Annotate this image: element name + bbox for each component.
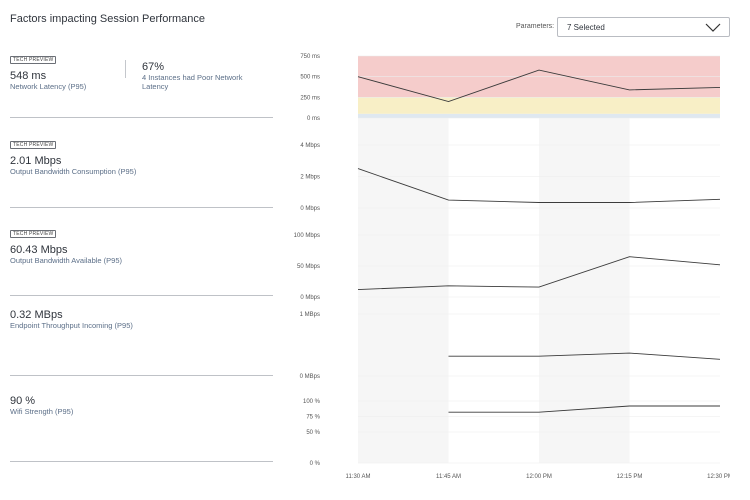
metric-wifi-strength: 90 % Wifi Strength (P95): [10, 391, 73, 416]
y-tick-label: 1 MBps: [300, 312, 320, 318]
metric-value: 548 ms: [10, 70, 47, 82]
y-tick-label: 75 %: [306, 415, 320, 421]
y-tick-label: 100 %: [303, 399, 321, 405]
metric-output-bandwidth-available: TECH PREVIEW 60.43 Mbps Output Bandwidth…: [10, 222, 122, 265]
divider: [125, 60, 126, 78]
y-tick-label: 0 ms: [307, 116, 320, 122]
y-tick-label: 250 ms: [300, 95, 320, 101]
y-tick-label: 0 Mbps: [300, 206, 320, 212]
metric-value: 67%: [142, 61, 165, 73]
metric-endpoint-throughput: 0.32 MBps Endpoint Throughput Incoming (…: [10, 305, 133, 330]
divider: [10, 295, 273, 296]
series-line-wifi: [448, 405, 720, 413]
session-performance-chart: 750 ms 500 ms 250 ms 0 ms 4 Mbps 2 Mbps 0 Mbps…: [294, 54, 730, 480]
x-tick-label: 12:15 PM: [617, 474, 643, 480]
y-tick-label: 2 Mbps: [300, 175, 320, 181]
metric-label: 4 Instances had Poor Network Latency: [142, 73, 243, 91]
divider: [10, 375, 273, 376]
parameters-label: Parameters:: [516, 23, 555, 30]
x-tick-label: 11:45 AM: [436, 474, 461, 480]
divider: [10, 117, 273, 118]
x-tick-label: 11:30 AM: [346, 474, 371, 480]
y-tick-label: 500 ms: [300, 75, 320, 81]
series-line-throughput: [448, 352, 721, 360]
y-tick-label: 0 Mbps: [300, 295, 320, 301]
metric-network-latency: TECH PREVIEW 548 ms Network Latency (P95…: [10, 48, 86, 91]
divider: [10, 461, 273, 462]
parameters-selected-value: 7 Selected: [567, 23, 605, 32]
metric-output-bandwidth-consumption: TECH PREVIEW 2.01 Mbps Output Bandwidth …: [10, 133, 136, 176]
time-column-shade: [539, 118, 630, 463]
y-tick-label: 0 MBps: [300, 374, 320, 380]
x-tick-label: 12:30 PM: [707, 474, 730, 480]
metric-label: Output Bandwidth Consumption (P95): [10, 167, 137, 176]
y-tick-label: 100 Mbps: [294, 233, 320, 239]
threshold-band: [358, 113, 720, 118]
y-tick-label: 4 Mbps: [300, 143, 320, 149]
y-tick-label: 50 Mbps: [297, 264, 320, 270]
page-title: Factors impacting Session Performance: [10, 13, 206, 25]
time-column-shade: [358, 118, 449, 463]
divider: [10, 207, 273, 208]
y-tick-label: 50 %: [306, 430, 320, 436]
metric-value: 60.43 Mbps: [10, 244, 68, 256]
metric-label: Network Latency (P95): [10, 82, 87, 91]
metric-label: Output Bandwidth Available (P95): [10, 256, 123, 265]
y-tick-label: 750 ms: [300, 54, 320, 60]
chevron-down-icon: [705, 23, 721, 32]
x-tick-label: 12:00 PM: [526, 474, 552, 480]
tech-preview-badge: TECH PREVIEW: [10, 56, 57, 64]
series-line-output-bandwidth: [357, 168, 721, 203]
metric-label: Wifi Strength (P95): [10, 407, 74, 416]
series-line-available-bandwidth: [357, 256, 721, 291]
parameters-dropdown[interactable]: 7 Selected: [557, 17, 730, 37]
metric-value: 90 %: [10, 395, 36, 407]
tech-preview-badge: TECH PREVIEW: [10, 141, 57, 149]
tech-preview-badge: TECH PREVIEW: [10, 230, 57, 238]
threshold-band: [358, 97, 720, 114]
metric-label: Endpoint Throughput Incoming (P95): [10, 321, 133, 330]
metric-value: 2.01 Mbps: [10, 155, 62, 167]
metric-value: 0.32 MBps: [10, 309, 63, 321]
y-tick-label: 0 %: [310, 461, 321, 467]
series-line-latency: [357, 69, 721, 102]
metric-poor-latency-instances: 67% 4 Instances had Poor Network Latency: [142, 61, 262, 91]
